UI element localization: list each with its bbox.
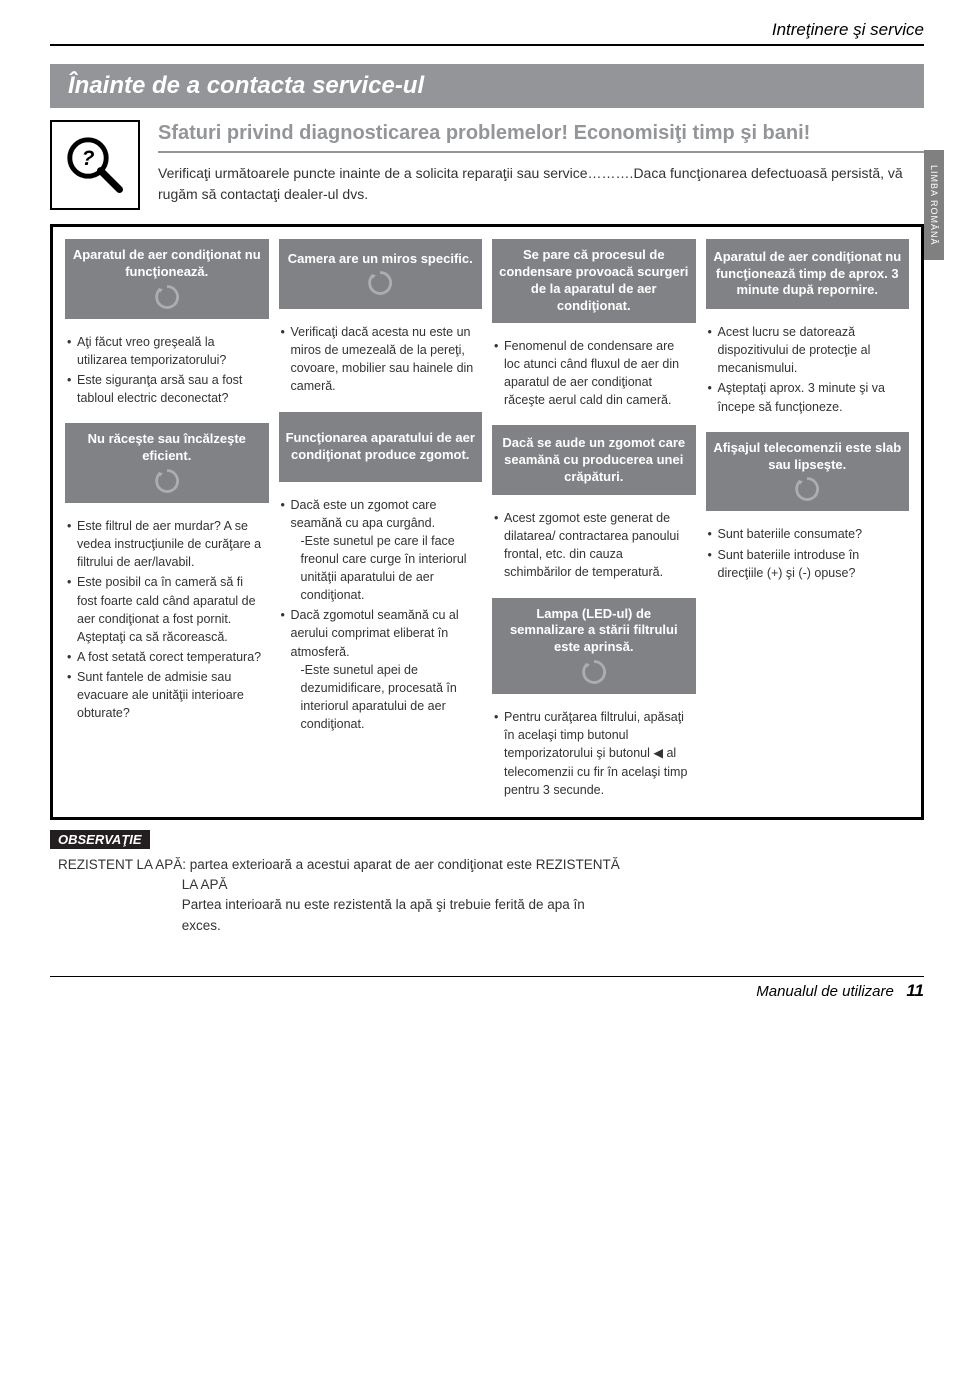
grid-body: Fenomenul de con­densare are loc atunci … (492, 333, 696, 416)
intro-title: Sfaturi privind diagnosticarea problemel… (158, 122, 924, 153)
head-text: Dacă se aude un zgomot care seamănă cu p… (498, 435, 690, 486)
swirl-icon (366, 269, 394, 297)
grid-body: Verificaţi dacă acesta nu este un miros … (279, 319, 483, 402)
head-text: Nu răceşte sau încălzeşte eficient. (71, 431, 263, 465)
magnifier-icon: ? (50, 120, 140, 210)
svg-text:?: ? (82, 147, 95, 170)
head-text: Afişajul telecomenzii este slab sau lips… (712, 440, 904, 474)
footer-page: 11 (906, 981, 924, 1000)
grid-head: Aparatul de aer condiţionat nu funcţione… (706, 239, 910, 309)
grid-head: Camera are un miros specific. (279, 239, 483, 309)
language-tab: LIMBA ROMÂNĂ (924, 150, 944, 260)
observation-block: OBSERVAŢIE REZISTENT LA APĂ: partea exte… (50, 830, 924, 936)
observation-line2: Partea interioară nu este rezistentă la … (58, 895, 924, 936)
head-text: Se pare că procesul de condensare provoa… (498, 247, 690, 315)
swirl-icon (793, 475, 821, 503)
grid-body: Este filtrul de aer mur­dar? A se vedea … (65, 513, 269, 728)
footer-manual: Manualul de utilizare (756, 983, 894, 1000)
intro-row: ? Sfaturi privind diagnosticarea problem… (50, 120, 924, 210)
swirl-icon (580, 658, 608, 686)
head-text: Camera are un miros specific. (288, 251, 473, 268)
grid-body: Acest lucru se dato­rează dispozitivului… (706, 319, 910, 422)
grid-head: Aparatul de aer condiţionat nu funcţione… (65, 239, 269, 319)
grid-body: Aţi făcut vreo greşea­lă la utilizarea t… (65, 329, 269, 414)
page-footer: Manualul de utilizare 11 (50, 976, 924, 1001)
grid-head: Funcţionarea aparatului de aer condiţion… (279, 412, 483, 482)
observation-line1: REZISTENT LA APĂ: partea exterioară a ac… (58, 855, 924, 896)
grid-head: Nu răceşte sau încălzeşte eficient. (65, 423, 269, 503)
observation-tag: OBSERVAŢIE (50, 830, 150, 849)
head-text: Aparatul de aer condiţionat nu funcţione… (712, 249, 904, 300)
grid-head: Se pare că procesul de condensare provoa… (492, 239, 696, 323)
grid-head: Lampa (LED-ul) de semnalizare a stării f… (492, 598, 696, 695)
grid-head: Afişajul telecomenzii este slab sau lips… (706, 432, 910, 512)
intro-body: Verificaţi următoarele puncte inainte de… (158, 163, 924, 205)
troubleshoot-grid: Aparatul de aer condiţionat nu funcţione… (50, 224, 924, 820)
section-banner: Înainte de a contacta service-ul (50, 64, 924, 108)
grid-head: Dacă se aude un zgomot care seamănă cu p… (492, 425, 696, 495)
head-text: Lampa (LED-ul) de semnalizare a stării f… (498, 606, 690, 657)
swirl-icon (153, 467, 181, 495)
swirl-icon (153, 283, 181, 311)
grid-body: Sunt bateriile consu­mate? Sunt bateriil… (706, 521, 910, 587)
head-text: Aparatul de aer condiţionat nu funcţione… (71, 247, 263, 281)
grid-body: Dacă este un zgomot care seamănă cu apa … (279, 492, 483, 740)
head-text: Funcţionarea aparatului de aer condiţion… (285, 430, 477, 464)
page-header: Intreţinere şi service (50, 20, 924, 46)
grid-body: Acest zgomot este generat de dilatarea/ … (492, 505, 696, 588)
grid-body: Pentru curăţarea filtrului, apăsaţi în a… (492, 704, 696, 805)
